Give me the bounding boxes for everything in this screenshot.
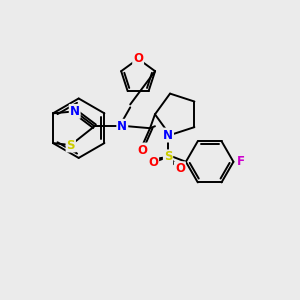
Text: S: S [67, 139, 75, 152]
Text: N: N [163, 129, 173, 142]
Text: O: O [133, 52, 143, 65]
Text: F: F [236, 155, 244, 168]
Text: N: N [70, 105, 80, 118]
Text: O: O [175, 162, 185, 175]
Text: N: N [117, 120, 127, 133]
Text: O: O [148, 156, 158, 169]
Text: O: O [137, 143, 147, 157]
Text: S: S [164, 150, 172, 164]
